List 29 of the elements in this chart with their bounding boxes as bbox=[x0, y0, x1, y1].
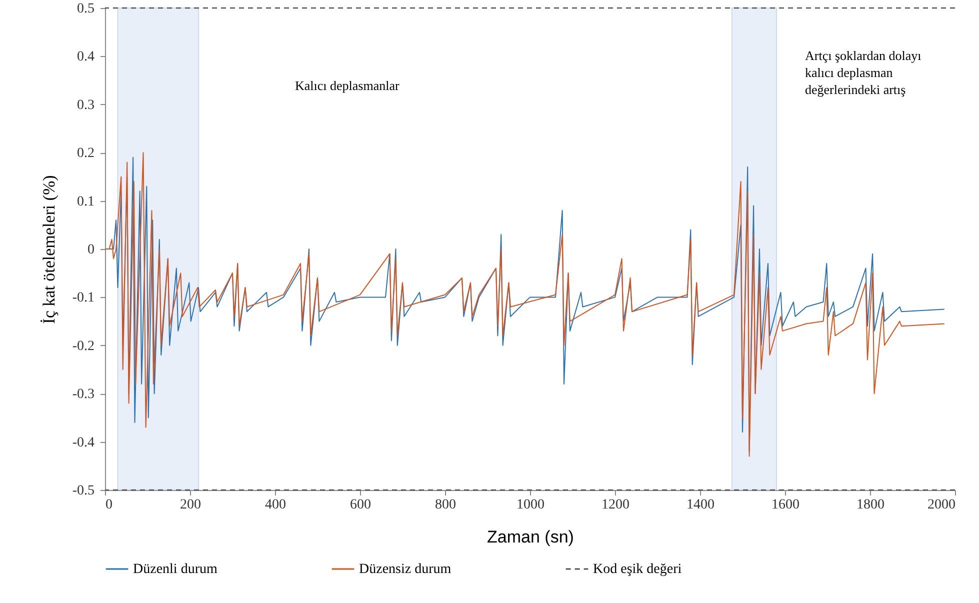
x-tick-label: 1200 bbox=[602, 498, 630, 512]
y-tick-label: 0.3 bbox=[77, 98, 94, 113]
x-tick-label: 600 bbox=[350, 498, 371, 512]
y-tick-label: -0.3 bbox=[72, 387, 94, 402]
x-tick-label: 2000 bbox=[928, 498, 956, 512]
y-tick-label: -0.5 bbox=[72, 484, 94, 498]
annotation: Kalıcı deplasmanlar bbox=[295, 78, 400, 93]
x-tick-label: 1600 bbox=[772, 498, 800, 512]
y-tick-label: 0.1 bbox=[77, 194, 94, 210]
x-tick-label: 1400 bbox=[686, 498, 714, 512]
y-tick-label: -0.1 bbox=[72, 290, 94, 306]
y-tick-label: 0 bbox=[88, 242, 94, 258]
legend-label: Kod eşik değeri bbox=[593, 562, 682, 577]
x-tick-label: 1800 bbox=[856, 498, 884, 512]
x-tick-label: 400 bbox=[265, 498, 286, 512]
legend-label: Düzensiz durum bbox=[359, 562, 452, 577]
annotation: Artçı şoklardan dolayı kalıcı deplasman değerlerindeki artış bbox=[805, 48, 922, 97]
y-tick-label: -0.2 bbox=[72, 338, 94, 354]
x-tick-label: 800 bbox=[435, 498, 456, 512]
legend-label: Düzenli durum bbox=[133, 562, 218, 577]
y-axis-title: İç kat ötelemeleri (%) bbox=[39, 175, 58, 324]
y-tick-label: 0.5 bbox=[77, 2, 94, 16]
y-tick-label: 0.2 bbox=[77, 146, 94, 162]
y-tick-label: 0.4 bbox=[77, 50, 94, 65]
x-tick-label: 0 bbox=[106, 498, 112, 512]
x-tick-label: 1000 bbox=[516, 498, 544, 512]
y-tick-label: -0.4 bbox=[72, 435, 94, 450]
x-tick-label: 200 bbox=[180, 498, 201, 512]
x-axis-title: Zaman (sn) bbox=[487, 528, 574, 546]
